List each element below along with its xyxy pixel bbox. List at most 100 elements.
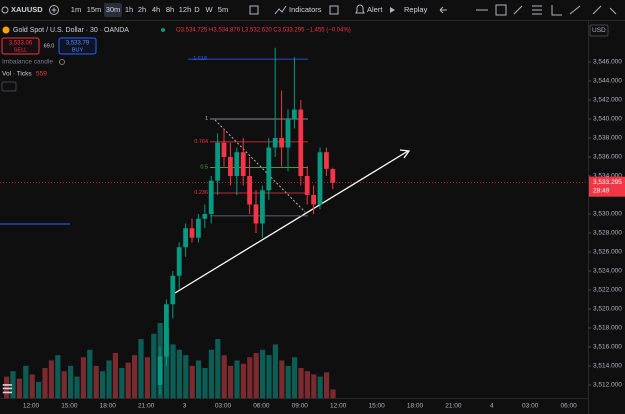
volume-bar [279, 360, 285, 398]
interval-button[interactable]: 5m [218, 5, 228, 14]
candle-body [304, 175, 310, 195]
interval-button[interactable]: 30m [106, 5, 121, 14]
volume-bar [10, 371, 16, 398]
x-tick-label: 18:00 [407, 403, 424, 410]
volume-bar [138, 339, 144, 398]
y-tick-label: 3,524.000 [593, 268, 622, 275]
volume-bar [125, 362, 131, 398]
volume-bar [176, 349, 182, 398]
interval-button[interactable]: 1m [71, 5, 81, 14]
volume-value: 559 [36, 71, 47, 78]
volume-bar [189, 365, 195, 398]
volume-bar [298, 368, 304, 398]
y-tick-label: 3,538.000 [593, 135, 622, 142]
interval-button[interactable]: 8h [166, 5, 174, 14]
price-axis: USD 3,546.000 3,544.000 3,542.000 3,540.000… [588, 20, 625, 414]
y-tick-label: 3,534.000 [593, 173, 622, 180]
volume-bar [292, 357, 298, 398]
alert-button[interactable]: Alert [367, 5, 383, 14]
interval-button[interactable]: 2h [138, 5, 146, 14]
symbol[interactable]: XAUUSD [11, 5, 43, 14]
candle-body [170, 275, 176, 305]
y-tick-label: 3,522.000 [593, 287, 622, 294]
drawing-tools[interactable] [476, 4, 617, 16]
active-interval-bg [104, 3, 122, 17]
interval-button[interactable]: 15m [87, 5, 102, 14]
volume-bar [311, 374, 317, 398]
x-tick-label: 12:00 [330, 403, 347, 410]
y-tick-label: 3,526.000 [593, 249, 622, 256]
candle-body [311, 194, 316, 205]
volume-bar [196, 360, 202, 398]
volume-bar [247, 357, 253, 398]
x-tick-label: 3 [183, 403, 187, 410]
layout-icon[interactable] [329, 5, 339, 15]
volume-bar [330, 389, 336, 398]
plot-area: 1.618 1 0.764 0.5 0.236 [0, 47, 588, 398]
search-icon[interactable] [1, 6, 9, 14]
x-tick-label: 18:00 [100, 403, 117, 410]
candle-body [272, 137, 278, 148]
tv-logo: ☰ [2, 382, 13, 396]
indicators-button[interactable]: Indicators [289, 5, 322, 14]
replay-icon [390, 7, 395, 13]
volume-bar [266, 355, 272, 398]
volume-bar [285, 365, 291, 398]
candle-body [292, 109, 297, 119]
visibility-icon[interactable] [59, 59, 65, 65]
fib-trend [214, 119, 306, 213]
intervals: 1m 15m 30m 1h 2h 4h 8h 12h D W 5m [71, 5, 228, 14]
volume-bar [80, 357, 86, 398]
buy-button[interactable] [58, 37, 97, 55]
x-tick-label: 03:00 [522, 403, 539, 410]
volume-bar [36, 381, 42, 398]
y-tick-label: 3,514.000 [593, 363, 622, 370]
replay-button[interactable]: Replay [404, 5, 428, 14]
interval-button[interactable]: D [194, 5, 200, 14]
y-tick-label: 3,516.000 [593, 344, 622, 351]
interval-button[interactable]: W [205, 5, 213, 14]
currency[interactable]: USD [592, 27, 606, 34]
x-tick-label: 15:00 [368, 403, 385, 410]
buy-price: 3,533.79 [66, 41, 90, 47]
interval-button[interactable]: 12h [179, 5, 192, 14]
candle-body [253, 204, 259, 224]
symbol-title: Gold Spot / U.S. Dollar · 30 · OANDA [13, 27, 129, 34]
volume-bar [170, 344, 176, 398]
undo-icon[interactable] [439, 6, 447, 14]
interval-button[interactable]: 1h [125, 5, 133, 14]
volume-bar [119, 368, 125, 398]
volume-bar [240, 363, 246, 398]
chart-type-icon[interactable] [249, 5, 259, 15]
countdown: 28:49 [593, 187, 610, 194]
volume-bar [221, 355, 227, 398]
candle-body [215, 142, 220, 181]
y-tick-label: 3,536.000 [593, 154, 622, 161]
volume-bar [4, 376, 10, 398]
candle-body [324, 152, 329, 169]
sell-button[interactable] [1, 37, 40, 55]
volume-bar [151, 333, 157, 398]
interval-button[interactable]: 4h [152, 5, 160, 14]
collapse-button[interactable] [1, 81, 17, 92]
y-tick-label: 3,520.000 [593, 306, 622, 313]
volume-bar [234, 360, 240, 398]
volume-bar [93, 365, 99, 398]
candle-body [240, 152, 246, 176]
compare-button[interactable] [49, 5, 59, 15]
x-tick-label: 4 [490, 403, 494, 410]
volume-bar [183, 355, 189, 398]
y-tick-label: 3,528.000 [593, 230, 622, 237]
indicator-name[interactable]: Imbalance candle [2, 59, 53, 66]
x-tick-label: 21:00 [445, 403, 462, 410]
last-price-label: 3,533.295 [593, 179, 622, 186]
spread: 69.0 [44, 43, 55, 49]
currency-box[interactable] [589, 24, 609, 37]
candle-body [234, 152, 240, 176]
volume-bar [317, 376, 323, 398]
fib-label: 1 [205, 116, 208, 122]
candle-body [164, 304, 169, 357]
y-tick-label: 3,512.000 [593, 382, 622, 389]
candle-body [189, 228, 195, 238]
